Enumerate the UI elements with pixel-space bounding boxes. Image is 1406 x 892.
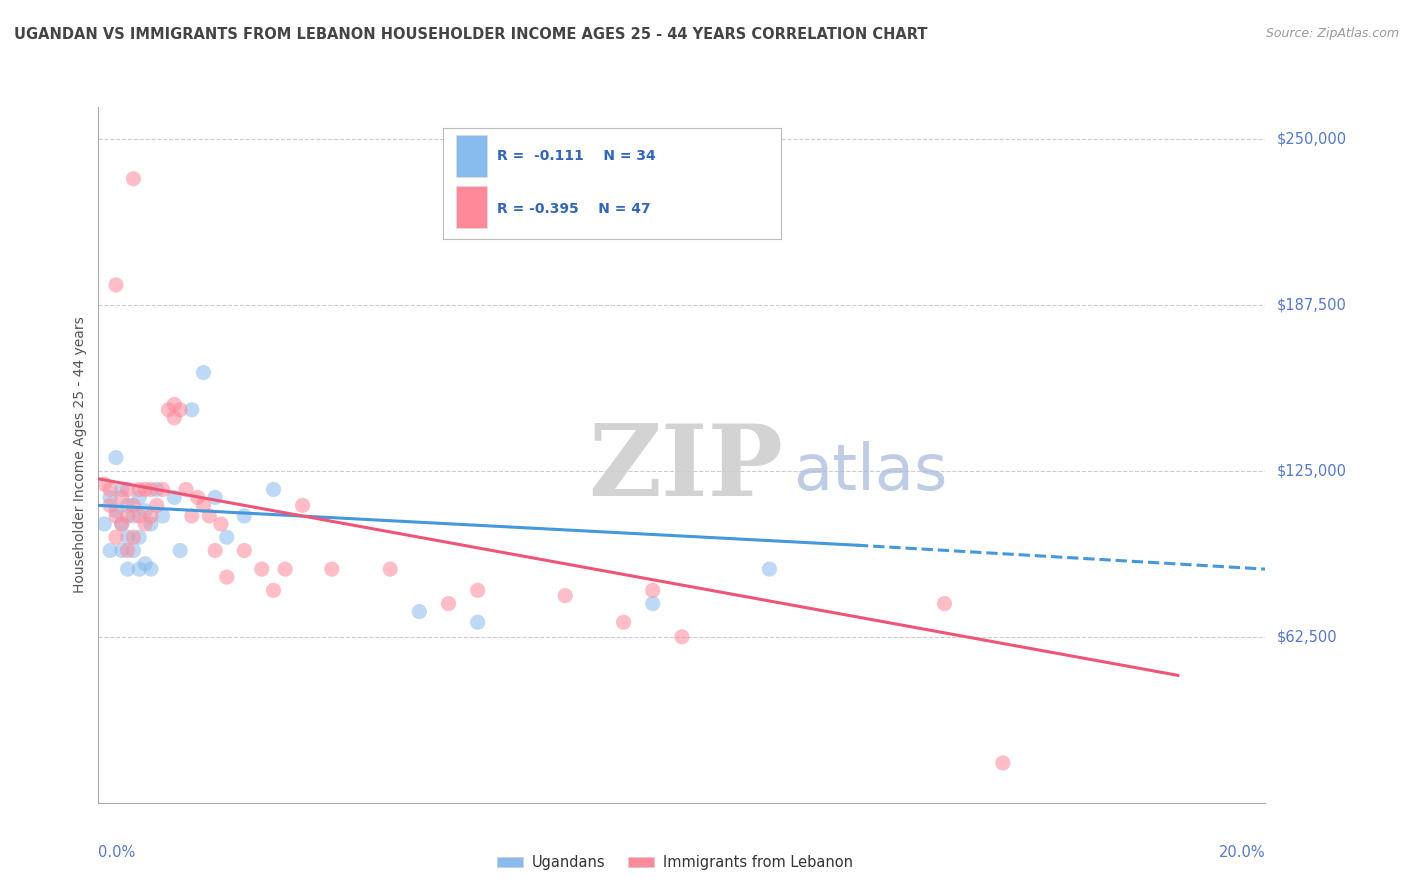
- Point: [204, 491, 226, 505]
- Point: [128, 483, 150, 497]
- Point: [111, 543, 134, 558]
- Point: [139, 562, 162, 576]
- Point: [169, 543, 191, 558]
- Text: atlas: atlas: [793, 442, 948, 503]
- Point: [146, 483, 169, 497]
- Point: [104, 277, 127, 292]
- Point: [117, 483, 139, 497]
- Point: [122, 171, 145, 186]
- Point: [408, 605, 430, 619]
- Point: [152, 483, 174, 497]
- Point: [139, 508, 162, 523]
- Point: [117, 562, 139, 576]
- Point: [111, 516, 134, 531]
- Point: [104, 504, 127, 518]
- Point: [93, 516, 115, 531]
- Point: [134, 483, 156, 497]
- Text: ZIP: ZIP: [589, 420, 783, 517]
- Point: [128, 562, 150, 576]
- Point: [262, 483, 284, 497]
- Point: [321, 562, 343, 576]
- Point: [554, 589, 576, 603]
- Text: UGANDAN VS IMMIGRANTS FROM LEBANON HOUSEHOLDER INCOME AGES 25 - 44 YEARS CORRELA: UGANDAN VS IMMIGRANTS FROM LEBANON HOUSE…: [14, 27, 928, 42]
- Point: [262, 583, 284, 598]
- Point: [437, 597, 460, 611]
- Text: $125,000: $125,000: [1277, 463, 1347, 478]
- Point: [233, 543, 256, 558]
- Point: [122, 508, 145, 523]
- Text: $250,000: $250,000: [1277, 131, 1347, 146]
- Y-axis label: Householder Income Ages 25 - 44 years: Householder Income Ages 25 - 44 years: [73, 317, 87, 593]
- Point: [163, 491, 186, 505]
- Point: [378, 562, 402, 576]
- Point: [163, 410, 186, 425]
- Point: [204, 543, 226, 558]
- Point: [117, 499, 139, 513]
- Point: [98, 483, 121, 497]
- Point: [128, 530, 150, 544]
- Point: [93, 477, 115, 491]
- Point: [291, 499, 314, 513]
- Point: [467, 615, 489, 630]
- Point: [128, 508, 150, 523]
- Point: [122, 499, 145, 513]
- Point: [169, 402, 191, 417]
- Point: [187, 491, 209, 505]
- Point: [122, 543, 145, 558]
- Point: [117, 530, 139, 544]
- Point: [641, 597, 664, 611]
- Text: 0.0%: 0.0%: [98, 845, 135, 860]
- Point: [98, 499, 121, 513]
- Point: [934, 597, 956, 611]
- Text: 20.0%: 20.0%: [1219, 845, 1265, 860]
- Point: [104, 508, 127, 523]
- Point: [98, 543, 121, 558]
- Point: [467, 583, 489, 598]
- Point: [671, 630, 693, 644]
- Point: [134, 504, 156, 518]
- Point: [111, 483, 134, 497]
- Point: [146, 499, 169, 513]
- Text: $62,500: $62,500: [1277, 630, 1337, 644]
- Point: [111, 491, 134, 505]
- Point: [991, 756, 1014, 770]
- Point: [104, 450, 127, 465]
- Point: [163, 397, 186, 411]
- Point: [209, 516, 232, 531]
- Point: [612, 615, 634, 630]
- Point: [111, 516, 134, 531]
- Point: [641, 583, 664, 598]
- Point: [117, 508, 139, 523]
- Point: [139, 516, 162, 531]
- Point: [274, 562, 297, 576]
- Point: [193, 499, 215, 513]
- Point: [233, 508, 256, 523]
- Point: [193, 366, 215, 380]
- Point: [180, 402, 202, 417]
- Point: [215, 570, 238, 584]
- Text: $187,500: $187,500: [1277, 297, 1347, 312]
- Point: [174, 483, 197, 497]
- Point: [117, 543, 139, 558]
- Legend: Ugandans, Immigrants from Lebanon: Ugandans, Immigrants from Lebanon: [491, 849, 859, 876]
- Point: [122, 530, 145, 544]
- Point: [152, 508, 174, 523]
- Point: [758, 562, 780, 576]
- Point: [104, 530, 127, 544]
- Point: [198, 508, 221, 523]
- Point: [250, 562, 273, 576]
- Point: [98, 491, 121, 505]
- Point: [128, 491, 150, 505]
- Point: [134, 557, 156, 571]
- Point: [134, 516, 156, 531]
- Point: [157, 402, 180, 417]
- Point: [139, 483, 162, 497]
- Point: [180, 508, 202, 523]
- Point: [215, 530, 238, 544]
- Text: Source: ZipAtlas.com: Source: ZipAtlas.com: [1265, 27, 1399, 40]
